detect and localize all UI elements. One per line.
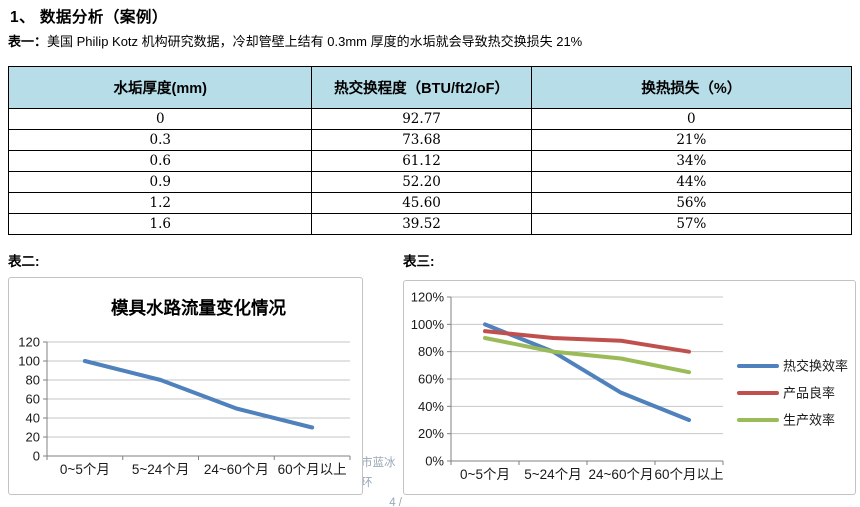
table-cell: 0.3 bbox=[7, 129, 313, 151]
table2-label: 表二: bbox=[8, 254, 40, 269]
flow-line-chart: 0 20 40 60 80 100 120 0~5个月 5~24个月 24~60个月 60个月以上 模… bbox=[18, 298, 351, 477]
y-axis-label: 120% bbox=[411, 290, 445, 305]
table-row: 1.6 39.52 57% bbox=[7, 213, 853, 235]
table-row: 0.3 73.68 21% bbox=[7, 129, 853, 151]
efficiency-line-chart: 0% 20% 40% 60% 80% 100% 120% 0~5个月 5~24个月 24~60个月… bbox=[411, 290, 848, 483]
y-axis-label: 100% bbox=[411, 317, 445, 332]
table1-header-cell: 热交换程度（BTU/ft2/oF） bbox=[311, 66, 532, 109]
y-axis-label: 0% bbox=[425, 454, 444, 469]
x-axis-label: 5~24个月 bbox=[524, 467, 581, 482]
table-cell: 73.68 bbox=[311, 129, 532, 151]
table-cell: 52.20 bbox=[311, 171, 532, 193]
table-cell: 0.6 bbox=[7, 150, 313, 172]
table1-caption-text: 美国 Philip Kotz 机构研究数据，冷却管壁上结有 0.3mm 厚度的水… bbox=[47, 34, 583, 49]
table-cell: 21% bbox=[530, 129, 853, 151]
y-axis-label: 80 bbox=[26, 373, 40, 388]
legend-label: 生产效率 bbox=[783, 413, 835, 428]
table3-label: 表三: bbox=[403, 254, 435, 269]
x-axis-label: 24~60个月 bbox=[204, 462, 269, 477]
scale-thickness-table: 水垢厚度(mm) 热交换程度（BTU/ft2/oF） 换热损失（%） 0 92.77 0… bbox=[7, 66, 853, 235]
table-cell: 61.12 bbox=[311, 150, 532, 172]
table-row: 1.2 45.60 56% bbox=[7, 192, 853, 214]
legend-label: 产品良率 bbox=[783, 386, 835, 401]
table-cell: 44% bbox=[530, 171, 853, 193]
legend-label: 热交换效率 bbox=[783, 359, 848, 374]
table-cell: 0 bbox=[7, 108, 313, 130]
table-cell: 56% bbox=[530, 192, 853, 214]
table-cell: 1.6 bbox=[7, 213, 313, 235]
chart-title: 模具水路流量变化情况 bbox=[111, 298, 286, 318]
series-line-产品良率 bbox=[483, 329, 691, 354]
table-cell: 0.9 bbox=[7, 171, 313, 193]
flow-chart-panel: 0 20 40 60 80 100 120 0~5个月 5~24个月 24~60个月 60个月以上 模… bbox=[8, 277, 363, 495]
series-line-流量 bbox=[82, 359, 315, 430]
y-axis-label: 100 bbox=[18, 354, 40, 369]
x-axis-label: 5~24个月 bbox=[132, 462, 189, 477]
x-axis-label: 0~5个月 bbox=[460, 467, 510, 482]
x-axis-label: 60个月以上 bbox=[278, 462, 347, 477]
table1-header-cell: 换热损失（%） bbox=[530, 66, 853, 109]
y-axis-label: 20 bbox=[26, 430, 40, 445]
y-axis-label: 20% bbox=[418, 426, 444, 441]
table1-caption: 表一：美国 Philip Kotz 机构研究数据，冷却管壁上结有 0.3mm 厚… bbox=[8, 31, 582, 50]
table-cell: 0 bbox=[530, 108, 853, 130]
table1-header-cell: 水垢厚度(mm) bbox=[7, 66, 313, 109]
y-axis-label: 80% bbox=[418, 344, 444, 359]
y-axis-label: 120 bbox=[18, 335, 40, 350]
watermark-page-number: 4 / bbox=[389, 497, 402, 507]
watermark: 市蓝冰环 4 / bbox=[361, 453, 405, 507]
table1-label: 表一： bbox=[8, 34, 48, 49]
table-row: 0 92.77 0 bbox=[7, 108, 853, 130]
table-cell: 57% bbox=[530, 213, 853, 235]
table-row: 0.9 52.20 44% bbox=[7, 171, 853, 193]
watermark-text: 市蓝冰环 bbox=[361, 457, 396, 490]
table1-header-row: 水垢厚度(mm) 热交换程度（BTU/ft2/oF） 换热损失（%） bbox=[7, 66, 853, 109]
table-cell: 45.60 bbox=[311, 192, 532, 214]
x-axis-label: 60个月以上 bbox=[654, 467, 723, 482]
table-cell: 92.77 bbox=[311, 108, 532, 130]
y-axis-label: 40 bbox=[26, 411, 40, 426]
series-line-生产效率 bbox=[483, 336, 691, 375]
x-axis-label: 0~5个月 bbox=[60, 462, 110, 477]
table-cell: 34% bbox=[530, 150, 853, 172]
series-line-热交换效率 bbox=[483, 322, 691, 422]
table-row: 0.6 61.12 34% bbox=[7, 150, 853, 172]
section-heading: 1、 数据分析（案例） bbox=[10, 9, 168, 26]
table1-body: 0 92.77 0 0.3 73.68 21% 0.6 61.12 34% 0.9 52.20 44%… bbox=[7, 108, 853, 235]
x-axis-label: 24~60个月 bbox=[589, 467, 654, 482]
table-cell: 39.52 bbox=[311, 213, 532, 235]
table-cell: 1.2 bbox=[7, 192, 313, 214]
y-axis-label: 0 bbox=[33, 449, 40, 464]
y-axis-label: 40% bbox=[418, 399, 444, 414]
y-axis-label: 60% bbox=[418, 372, 444, 387]
efficiency-chart-panel: 0% 20% 40% 60% 80% 100% 120% 0~5个月 5~24个月 24~60个月… bbox=[403, 280, 856, 495]
y-axis-label: 60 bbox=[26, 392, 40, 407]
